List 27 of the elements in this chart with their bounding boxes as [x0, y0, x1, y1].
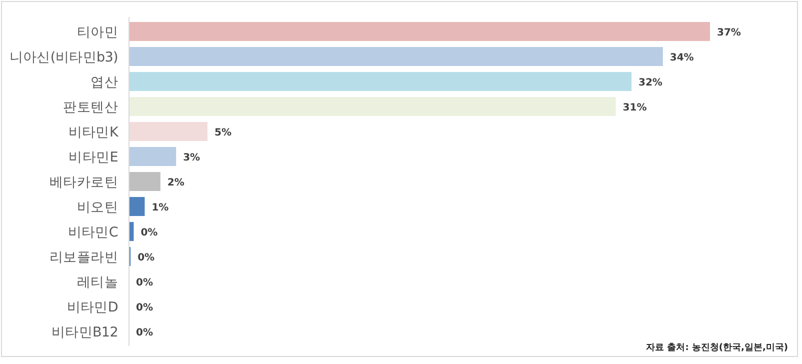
data-label: 0%: [136, 278, 153, 288]
data-label: 31%: [622, 102, 647, 114]
y-tick-label: 판토텐산: [63, 100, 118, 116]
y-tick-label: 비오틴: [76, 200, 118, 216]
y-tick-label: 비타민K: [68, 124, 120, 140]
data-label: 0%: [136, 302, 153, 314]
data-label: 1%: [152, 202, 169, 214]
annotation: 자료 출처: 농진청(한국,일본,미국): [646, 342, 788, 353]
data-label: 0%: [140, 228, 158, 238]
data-label: 0%: [138, 252, 155, 264]
data-label: 34%: [670, 52, 694, 64]
data-label: 3%: [183, 152, 200, 164]
y-tick-label: 니아신(비타민b3): [9, 50, 118, 66]
data-label: 2%: [167, 178, 184, 188]
y-tick-label: 비타민C: [68, 224, 118, 240]
y-tick-label: 레티놀: [76, 274, 118, 290]
data-label: 32%: [638, 78, 662, 88]
data-label: 5%: [214, 128, 232, 138]
y-tick-label: 비타민E: [68, 150, 118, 166]
data-label: 0%: [136, 328, 153, 338]
y-tick-label: 리보플라빈: [49, 250, 118, 266]
y-tick-label: 비타민B12: [51, 324, 118, 340]
y-tick-label: 티아민: [76, 24, 118, 40]
data-label: 37%: [717, 28, 741, 38]
y-tick-label: 베타카로틴: [49, 174, 118, 190]
y-tick-label: 엽산: [90, 74, 118, 90]
y-tick-label: 비타민D: [66, 300, 118, 316]
